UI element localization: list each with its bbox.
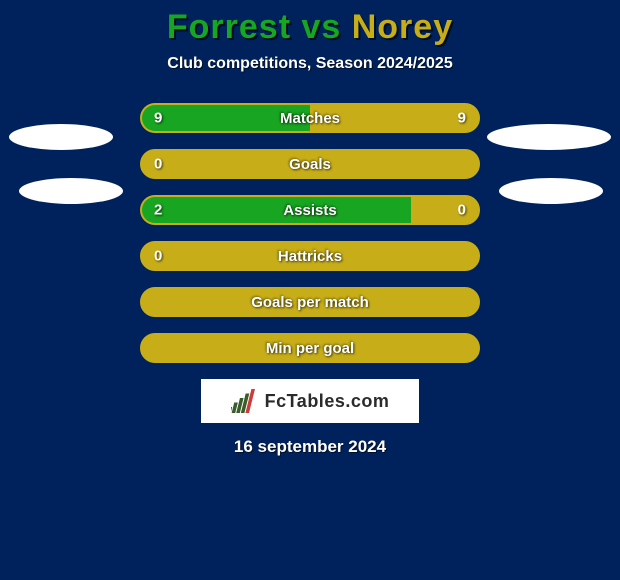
comparison-card: Forrest vs Norey Club competitions, Seas… (0, 0, 620, 580)
page-title: Forrest vs Norey (0, 8, 620, 47)
stat-rows: Matches99Goals0Assists20Hattricks0Goals … (140, 103, 480, 363)
bar-segment-b (142, 289, 478, 315)
logo-text: FcTables.com (265, 391, 390, 412)
stat-value-b: 9 (458, 110, 466, 127)
player-photo-placeholder (487, 124, 611, 150)
vs-separator: vs (291, 8, 352, 46)
stat-row: Matches99 (140, 103, 480, 133)
stat-row: Assists20 (140, 195, 480, 225)
bar-segment-b (142, 243, 478, 269)
stat-row: Goals0 (140, 149, 480, 179)
bar-chart-icon (231, 389, 259, 413)
player-photo-placeholder (9, 124, 113, 150)
stat-value-b: 0 (458, 202, 466, 219)
bar-segment-b (411, 197, 478, 223)
stat-value-a: 9 (154, 110, 162, 127)
bar-segment-a (142, 197, 411, 223)
bar-segment-b (142, 151, 478, 177)
logo-badge: FcTables.com (201, 379, 419, 423)
subtitle: Club competitions, Season 2024/2025 (0, 55, 620, 73)
stat-row: Goals per match (140, 287, 480, 317)
stat-row: Min per goal (140, 333, 480, 363)
stat-row: Hattricks0 (140, 241, 480, 271)
date-line: 16 september 2024 (0, 437, 620, 457)
bar-segment-a (142, 105, 310, 131)
bar-segment-b (310, 105, 478, 131)
stat-value-a: 0 (154, 248, 162, 265)
player-b-name: Norey (352, 8, 453, 46)
player-a-name: Forrest (167, 8, 291, 46)
player-photo-placeholder (19, 178, 123, 204)
stat-value-a: 0 (154, 156, 162, 173)
bar-segment-b (142, 335, 478, 361)
player-photo-placeholder (499, 178, 603, 204)
stat-value-a: 2 (154, 202, 162, 219)
